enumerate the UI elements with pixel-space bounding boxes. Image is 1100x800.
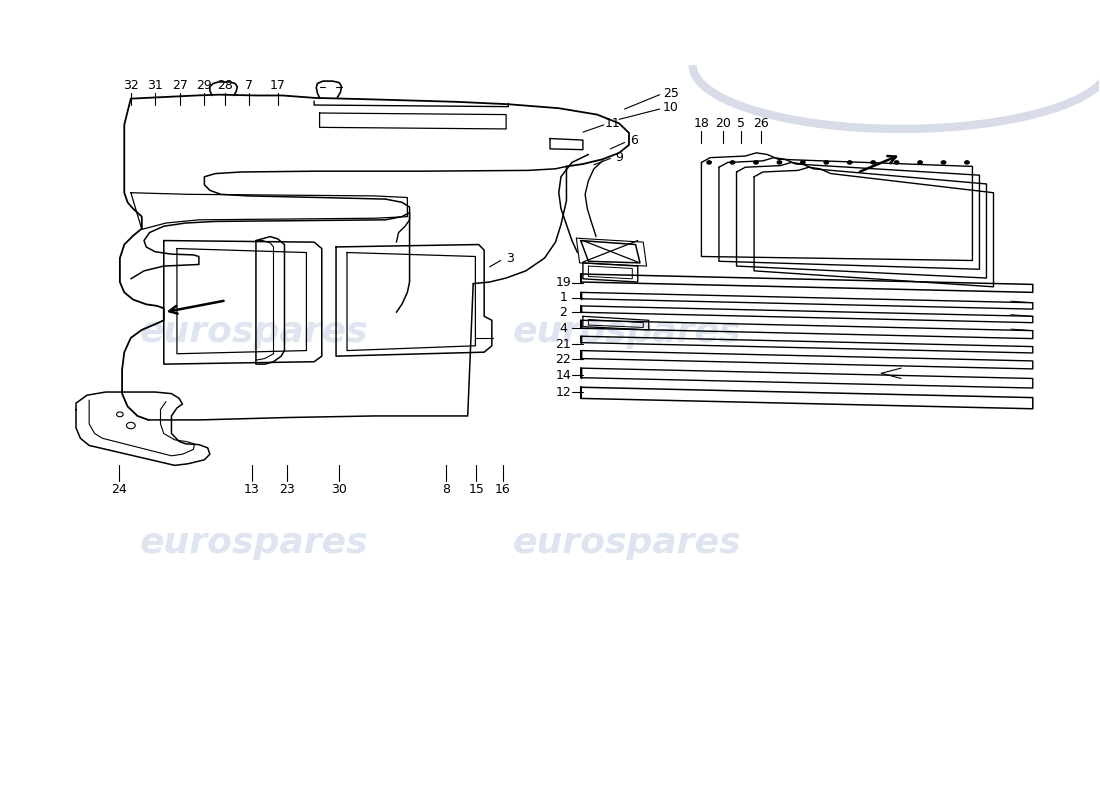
Circle shape bbox=[847, 161, 851, 164]
Text: 29: 29 bbox=[197, 78, 212, 91]
Text: 12: 12 bbox=[556, 386, 571, 398]
Circle shape bbox=[917, 161, 922, 164]
Text: eurospares: eurospares bbox=[140, 315, 368, 350]
Text: 7: 7 bbox=[245, 78, 253, 91]
Text: 18: 18 bbox=[693, 117, 710, 130]
Text: 8: 8 bbox=[442, 482, 450, 496]
Text: 9: 9 bbox=[615, 151, 623, 164]
Text: 28: 28 bbox=[218, 78, 233, 91]
Circle shape bbox=[965, 161, 969, 164]
Text: 6: 6 bbox=[630, 134, 638, 147]
Text: 26: 26 bbox=[752, 117, 769, 130]
Text: 31: 31 bbox=[147, 78, 163, 91]
Text: eurospares: eurospares bbox=[513, 526, 741, 561]
Text: 23: 23 bbox=[278, 482, 295, 496]
Text: 13: 13 bbox=[244, 482, 260, 496]
Text: 11: 11 bbox=[605, 117, 620, 130]
Circle shape bbox=[754, 161, 758, 164]
Text: 22: 22 bbox=[556, 353, 571, 366]
Text: 27: 27 bbox=[173, 78, 188, 91]
Text: 30: 30 bbox=[331, 482, 348, 496]
Text: 10: 10 bbox=[663, 101, 679, 114]
Text: 2: 2 bbox=[559, 306, 568, 319]
Circle shape bbox=[824, 161, 828, 164]
Text: 17: 17 bbox=[270, 78, 286, 91]
Text: 19: 19 bbox=[556, 276, 571, 290]
Text: 4: 4 bbox=[559, 322, 568, 334]
Circle shape bbox=[894, 161, 899, 164]
Text: 24: 24 bbox=[111, 482, 126, 496]
Text: eurospares: eurospares bbox=[140, 526, 368, 561]
Circle shape bbox=[942, 161, 946, 164]
Circle shape bbox=[707, 161, 712, 164]
Text: 1: 1 bbox=[559, 291, 568, 305]
Text: 16: 16 bbox=[495, 482, 510, 496]
Circle shape bbox=[730, 161, 735, 164]
Text: 15: 15 bbox=[469, 482, 484, 496]
Text: 5: 5 bbox=[737, 117, 745, 130]
Text: 20: 20 bbox=[715, 117, 732, 130]
Text: 14: 14 bbox=[556, 369, 571, 382]
Text: 25: 25 bbox=[663, 86, 679, 99]
Text: 32: 32 bbox=[123, 78, 139, 91]
Circle shape bbox=[778, 161, 782, 164]
Circle shape bbox=[871, 161, 876, 164]
Text: 21: 21 bbox=[556, 338, 571, 350]
Circle shape bbox=[801, 161, 805, 164]
Text: 3: 3 bbox=[507, 251, 515, 265]
Text: eurospares: eurospares bbox=[513, 315, 741, 350]
